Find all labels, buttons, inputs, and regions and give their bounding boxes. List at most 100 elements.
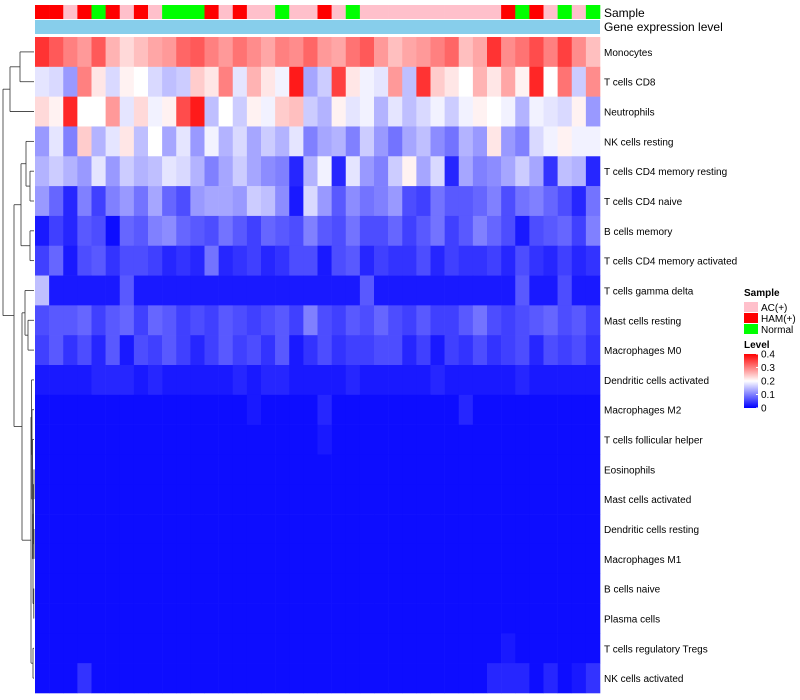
heatmap-cell: [345, 275, 361, 306]
heatmap-cell: [430, 335, 445, 366]
heatmap-cell: [63, 484, 78, 515]
heatmap-cell: [331, 275, 347, 306]
heatmap-cell: [162, 66, 177, 97]
row-label: T cells CD4 naive: [604, 197, 683, 208]
heatmap-cell: [49, 37, 64, 68]
heatmap-cell: [289, 514, 304, 545]
heatmap-cell: [374, 156, 389, 187]
heatmap-cell: [515, 514, 530, 545]
heatmap-cell: [487, 663, 502, 694]
heatmap-cell: [218, 126, 234, 157]
heatmap-cell: [119, 96, 135, 127]
heatmap-cell: [162, 454, 177, 485]
heatmap-cell: [63, 663, 78, 694]
heatmap-cell: [345, 335, 361, 366]
heatmap-cell: [585, 603, 601, 634]
heatmap-cell: [232, 365, 248, 396]
heatmap-cell: [585, 245, 601, 276]
heatmap-cell: [289, 663, 304, 694]
heatmap-cell: [472, 335, 488, 366]
heatmap-cell: [359, 603, 375, 634]
sample-annotation-cell: [388, 5, 403, 19]
heatmap-cell: [77, 603, 92, 634]
heatmap-cell: [218, 96, 234, 127]
heatmap-cell: [585, 275, 601, 306]
heatmap-cell: [317, 275, 332, 306]
heatmap-cell: [543, 37, 558, 68]
heatmap-cell: [218, 424, 234, 455]
heatmap-cell: [289, 543, 304, 575]
heatmap-cell: [261, 156, 276, 187]
heatmap-cell: [458, 573, 474, 604]
heatmap-cell: [77, 275, 92, 306]
heatmap-cell: [585, 37, 601, 68]
heatmap-cell: [77, 365, 92, 396]
heatmap-cell: [261, 126, 276, 157]
heatmap-cell: [35, 186, 50, 217]
heatmap-cell: [345, 96, 361, 127]
heatmap-cell: [529, 454, 544, 485]
heatmap-cell: [218, 156, 234, 187]
legend-sample-title: Sample: [744, 288, 780, 299]
heatmap-cell: [63, 275, 78, 306]
heatmap-cell: [359, 96, 375, 127]
heatmap-cell: [458, 37, 474, 68]
heatmap-cell: [91, 484, 106, 515]
heatmap-cell: [218, 484, 234, 515]
heatmap-cell: [472, 275, 488, 306]
sample-annotation-cell: [190, 5, 205, 19]
heatmap-cell: [148, 484, 163, 515]
heatmap-cell: [331, 663, 347, 694]
heatmap-cell: [49, 365, 64, 396]
heatmap-cell: [487, 543, 502, 575]
heatmap-cell: [246, 156, 262, 187]
heatmap-cell: [487, 514, 502, 545]
heatmap-cell: [430, 126, 445, 157]
heatmap-cell: [77, 215, 92, 247]
heatmap-cell: [331, 573, 347, 604]
heatmap-cell: [458, 394, 474, 425]
heatmap-cell: [557, 156, 573, 187]
heatmap-cell: [261, 543, 276, 575]
heatmap-cell: [190, 484, 205, 515]
heatmap-cell: [374, 663, 389, 694]
heatmap-cell: [190, 96, 205, 127]
heatmap-cell: [416, 215, 431, 247]
heatmap-cell: [359, 424, 375, 455]
heatmap-cell: [515, 215, 530, 247]
heatmap-cell: [402, 186, 417, 217]
heatmap-cell: [63, 573, 78, 604]
heatmap-cell: [345, 365, 361, 396]
heatmap-cell: [345, 126, 361, 157]
heatmap-cell: [543, 96, 558, 127]
heatmap-cell: [359, 156, 375, 187]
heatmap-cell: [571, 66, 587, 97]
sample-annotation-cell: [218, 5, 234, 19]
heatmap-cell: [416, 394, 431, 425]
heatmap-cell: [303, 245, 318, 276]
sample-annotation-cell: [430, 5, 445, 19]
heatmap-cell: [416, 663, 431, 694]
heatmap-cell: [571, 603, 587, 634]
legend-swatch: [744, 302, 758, 312]
sample-annotation-cell: [63, 5, 78, 19]
heatmap-cell: [529, 156, 544, 187]
heatmap-cell: [402, 484, 417, 515]
heatmap-cell: [430, 156, 445, 187]
heatmap-cell: [105, 66, 121, 97]
heatmap-cell: [133, 484, 149, 515]
heatmap-cell: [204, 573, 219, 604]
heatmap-cell: [204, 335, 219, 366]
gene-expression-level-bar: [35, 20, 600, 34]
heatmap-cell: [232, 484, 248, 515]
heatmap-cell: [35, 603, 50, 634]
heatmap-cell: [190, 514, 205, 545]
heatmap-cell: [374, 573, 389, 604]
heatmap-cell: [571, 156, 587, 187]
heatmap-cell: [543, 514, 558, 545]
heatmap-cell: [402, 245, 417, 276]
heatmap-cell: [402, 215, 417, 247]
heatmap-cell: [585, 335, 601, 366]
heatmap-cell: [218, 275, 234, 306]
heatmap-cell: [289, 394, 304, 425]
